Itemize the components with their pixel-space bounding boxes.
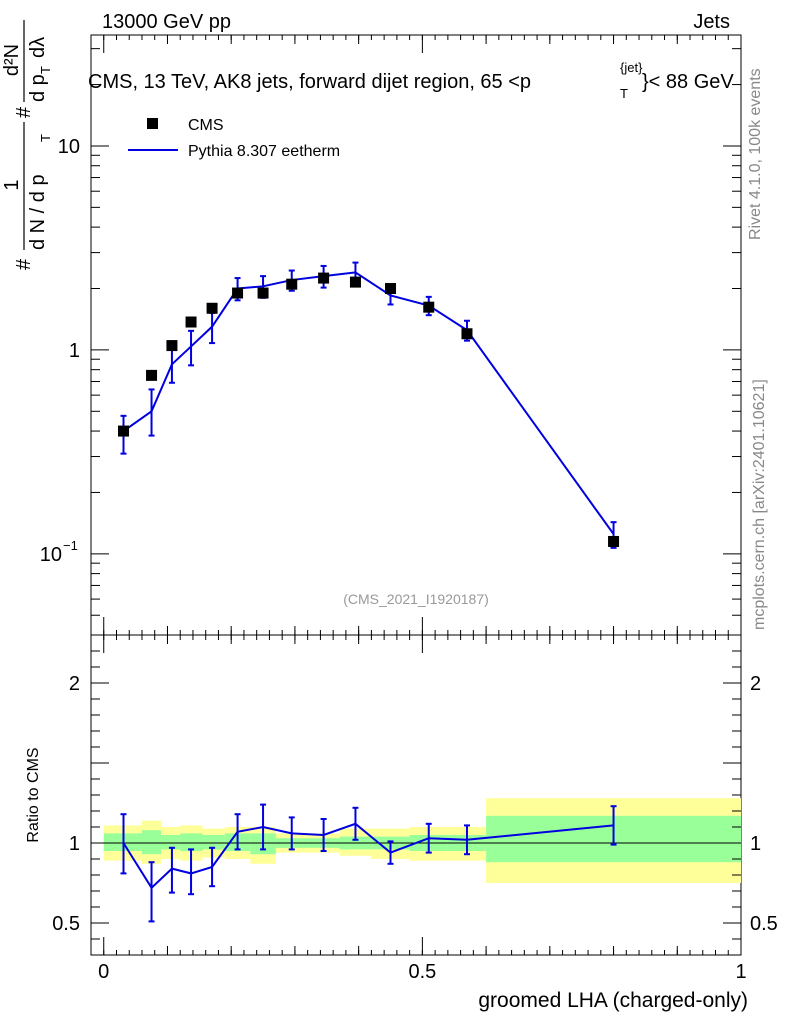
analysis-id-label: (CMS_2021_I1920187) — [343, 591, 489, 607]
ratio-band-inner-3 — [180, 833, 203, 851]
main-y-axis-label: # 1 d N / d p T # d²N d p T dλ — [1, 20, 53, 270]
ratio-series — [120, 803, 617, 923]
plot-title-sup: {jet} — [620, 60, 643, 75]
data-point-5 — [232, 287, 244, 299]
x-axis-label: groomed LHA (charged-only) — [478, 989, 748, 1012]
ratio-y-tick-label-right: 1 — [750, 833, 761, 855]
data-point-2 — [166, 340, 178, 352]
y-label-deriv-num: d²N — [1, 44, 23, 76]
mc-line — [122, 271, 615, 535]
data-point-7 — [286, 278, 298, 290]
data-point-6 — [257, 287, 269, 299]
header-left-label: 13000 GeV pp — [102, 11, 231, 33]
y-label-deriv-den: d p — [27, 74, 49, 102]
x-tick-label: 0.5 — [408, 961, 436, 983]
ratio-y-tick-label-left: 1 — [69, 833, 80, 855]
y-tick-label: 10 — [40, 544, 62, 566]
y-tick-label: 1 — [69, 340, 80, 362]
legend: CMS Pythia 8.307 eetherm — [128, 117, 340, 160]
main-series — [118, 261, 620, 549]
y-label-deriv-den-sub: T — [38, 66, 53, 74]
y-label-deriv-tail: dλ — [27, 37, 49, 58]
data-point-0 — [118, 425, 129, 437]
data-point-3 — [185, 316, 197, 328]
rivet-version-label: Rivet 4.1.0, 100k events — [747, 68, 764, 240]
data-point-4 — [206, 302, 218, 314]
data-point-1 — [146, 369, 158, 381]
mcplots-reference-label: mcplots.cern.ch [arXiv:2401.10621] — [751, 379, 768, 630]
ratio-y-tick-label-left: 2 — [69, 673, 80, 695]
plot-title-sub: T — [620, 86, 628, 101]
header-right-label: Jets — [693, 11, 730, 33]
y-tick-label-exponent: −1 — [63, 538, 78, 553]
ratio-y-tick-label-right: 2 — [750, 673, 761, 695]
data-point-12 — [461, 328, 473, 340]
legend-mc-label: Pythia 8.307 eetherm — [188, 143, 340, 160]
y-label-frac-den: d N / d p — [27, 174, 49, 250]
ratio-band-inner-4 — [202, 835, 225, 850]
data-point-9 — [349, 276, 361, 288]
plot-title-end: }< 88 GeV — [642, 71, 734, 93]
y-label-frac-num: 1 — [1, 179, 23, 190]
ratio-band-inner-2 — [161, 835, 181, 850]
data-point-10 — [385, 283, 397, 295]
y-label-hash-1: # — [13, 258, 35, 270]
plot-title-text: CMS, 13 TeV, AK8 jets, forward dijet reg… — [88, 71, 531, 93]
x-tick-label: 0 — [98, 961, 109, 983]
legend-data-marker — [147, 118, 158, 129]
data-point-8 — [318, 272, 330, 284]
ratio-y-tick-label-right: 0.5 — [750, 913, 778, 935]
ratio-line — [122, 822, 614, 890]
ratio-panel-frame — [90, 634, 742, 956]
y-label-hash-2: # — [13, 106, 35, 118]
x-tick-label: 1 — [735, 961, 746, 983]
ratio-y-axis-label: Ratio to CMS — [25, 747, 42, 842]
plot-title: CMS, 13 TeV, AK8 jets, forward dijet reg… — [88, 60, 734, 101]
y-tick-label: 10 — [58, 136, 80, 158]
data-point-13 — [608, 535, 620, 547]
data-point-11 — [423, 301, 435, 313]
y-label-frac-den-sub: T — [38, 134, 53, 142]
ratio-band-inner-1 — [141, 830, 162, 855]
ratio-y-tick-label-left: 0.5 — [52, 913, 80, 935]
legend-data-label: CMS — [188, 117, 224, 134]
